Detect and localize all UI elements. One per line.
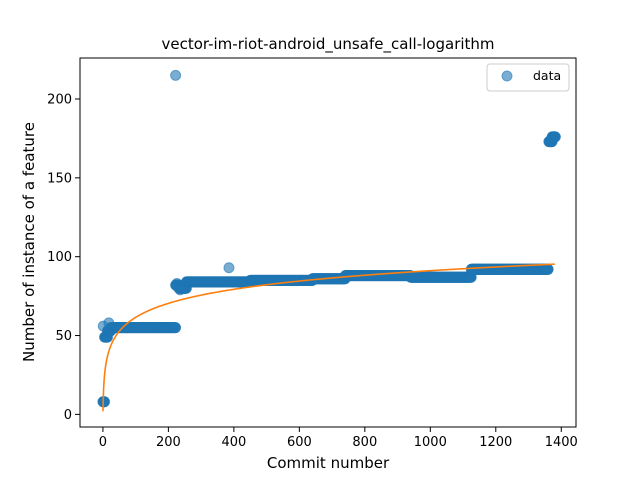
y-tick-label: 100 [47,250,72,265]
x-tick-label: 600 [287,435,312,450]
legend: data [486,63,570,92]
legend-marker-data [501,70,513,82]
y-tick-label: 0 [64,408,72,423]
data-point [99,396,111,408]
x-axis-label: Commit number [267,454,390,472]
legend-label-data: data [533,68,561,83]
chart-title: vector-im-riot-android_unsafe_call-logar… [161,35,494,54]
x-tick-label: 200 [156,435,181,450]
data-point [170,322,182,334]
data-point [547,132,559,144]
x-tick-label: 1400 [545,435,578,450]
x-tick-label: 400 [221,435,246,450]
x-tick-label: 1000 [414,435,447,450]
data-point [174,284,186,296]
x-tick-label: 0 [99,435,107,450]
y-tick-label: 50 [55,329,72,344]
data-point [170,69,182,81]
x-tick-label: 1200 [479,435,512,450]
y-axis: 0 50 100 150 200 [47,93,80,423]
y-tick-label: 200 [47,93,72,108]
data-point [223,262,235,274]
plot-area [80,58,576,427]
data-point [103,317,115,329]
y-tick-label: 150 [47,171,72,186]
x-tick-label: 800 [352,435,377,450]
x-axis: 0 200 400 600 800 1000 1200 1400 [99,427,578,450]
y-axis-label: Number of instance of a feature [20,122,38,362]
plot-frame [79,57,577,428]
data-point [542,263,554,275]
fit-line [102,263,555,412]
series-layer [97,69,561,412]
plot-background [80,58,576,427]
axes-layer [79,57,577,428]
